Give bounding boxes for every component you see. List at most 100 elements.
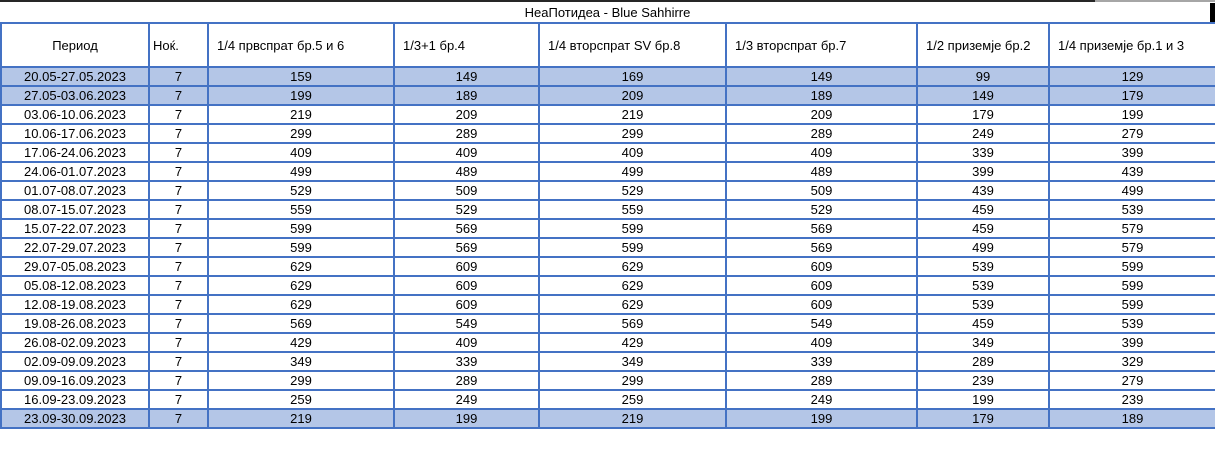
nights-cell[interactable]: 7 [148, 332, 209, 353]
price-cell[interactable]: 549 [725, 313, 918, 334]
price-cell[interactable]: 459 [916, 313, 1050, 334]
price-cell[interactable]: 239 [916, 370, 1050, 391]
period-cell[interactable]: 17.06-24.06.2023 [0, 142, 150, 163]
price-cell[interactable]: 569 [393, 218, 540, 239]
price-cell[interactable]: 199 [1048, 104, 1215, 125]
price-cell[interactable]: 179 [916, 408, 1050, 429]
nights-cell[interactable]: 7 [148, 313, 209, 334]
price-cell[interactable]: 259 [207, 389, 395, 410]
price-cell[interactable]: 299 [207, 123, 395, 144]
price-cell[interactable]: 539 [916, 294, 1050, 315]
price-cell[interactable]: 279 [1048, 370, 1215, 391]
period-cell[interactable]: 29.07-05.08.2023 [0, 256, 150, 277]
nights-cell[interactable]: 7 [148, 294, 209, 315]
nights-cell[interactable]: 7 [148, 161, 209, 182]
period-cell[interactable]: 05.08-12.08.2023 [0, 275, 150, 296]
price-cell[interactable]: 569 [207, 313, 395, 334]
price-cell[interactable]: 99 [916, 66, 1050, 87]
price-cell[interactable]: 339 [393, 351, 540, 372]
price-cell[interactable]: 509 [725, 180, 918, 201]
price-cell[interactable]: 399 [1048, 142, 1215, 163]
price-cell[interactable]: 339 [916, 142, 1050, 163]
period-cell[interactable]: 27.05-03.06.2023 [0, 85, 150, 106]
price-cell[interactable]: 609 [725, 275, 918, 296]
price-cell[interactable]: 169 [538, 66, 727, 87]
period-cell[interactable]: 26.08-02.09.2023 [0, 332, 150, 353]
price-cell[interactable]: 249 [393, 389, 540, 410]
price-cell[interactable]: 299 [538, 370, 727, 391]
price-cell[interactable]: 209 [725, 104, 918, 125]
period-cell[interactable]: 01.07-08.07.2023 [0, 180, 150, 201]
nights-cell[interactable]: 7 [148, 123, 209, 144]
price-cell[interactable]: 539 [1048, 199, 1215, 220]
price-cell[interactable]: 459 [916, 218, 1050, 239]
price-cell[interactable]: 289 [916, 351, 1050, 372]
price-cell[interactable]: 289 [725, 370, 918, 391]
price-cell[interactable]: 349 [538, 351, 727, 372]
price-cell[interactable]: 629 [207, 275, 395, 296]
price-cell[interactable]: 539 [1048, 313, 1215, 334]
price-cell[interactable]: 569 [725, 218, 918, 239]
price-cell[interactable]: 569 [538, 313, 727, 334]
period-cell[interactable]: 20.05-27.05.2023 [0, 66, 150, 87]
price-cell[interactable]: 409 [207, 142, 395, 163]
price-cell[interactable]: 599 [1048, 256, 1215, 277]
price-cell[interactable]: 219 [538, 104, 727, 125]
price-cell[interactable]: 609 [725, 256, 918, 277]
price-cell[interactable]: 189 [393, 85, 540, 106]
period-cell[interactable]: 12.08-19.08.2023 [0, 294, 150, 315]
price-cell[interactable]: 629 [538, 294, 727, 315]
price-cell[interactable]: 199 [207, 85, 395, 106]
price-cell[interactable]: 529 [538, 180, 727, 201]
price-cell[interactable]: 559 [207, 199, 395, 220]
price-cell[interactable]: 289 [393, 123, 540, 144]
price-cell[interactable]: 439 [916, 180, 1050, 201]
price-cell[interactable]: 349 [916, 332, 1050, 353]
price-cell[interactable]: 289 [393, 370, 540, 391]
nights-cell[interactable]: 7 [148, 370, 209, 391]
price-cell[interactable]: 629 [207, 294, 395, 315]
price-cell[interactable]: 609 [725, 294, 918, 315]
price-cell[interactable]: 629 [207, 256, 395, 277]
price-cell[interactable]: 399 [1048, 332, 1215, 353]
price-cell[interactable]: 149 [916, 85, 1050, 106]
period-cell[interactable]: 16.09-23.09.2023 [0, 389, 150, 410]
price-cell[interactable]: 439 [1048, 161, 1215, 182]
price-cell[interactable]: 159 [207, 66, 395, 87]
price-cell[interactable]: 429 [538, 332, 727, 353]
price-cell[interactable]: 249 [916, 123, 1050, 144]
price-cell[interactable]: 329 [1048, 351, 1215, 372]
nights-cell[interactable]: 7 [148, 199, 209, 220]
price-cell[interactable]: 429 [207, 332, 395, 353]
period-cell[interactable]: 09.09-16.09.2023 [0, 370, 150, 391]
price-cell[interactable]: 609 [393, 294, 540, 315]
price-cell[interactable]: 539 [916, 275, 1050, 296]
price-cell[interactable]: 209 [393, 104, 540, 125]
price-cell[interactable]: 539 [916, 256, 1050, 277]
header-period[interactable]: Период [0, 22, 150, 68]
price-cell[interactable]: 179 [916, 104, 1050, 125]
price-cell[interactable]: 569 [393, 237, 540, 258]
nights-cell[interactable]: 7 [148, 104, 209, 125]
period-cell[interactable]: 03.06-10.06.2023 [0, 104, 150, 125]
period-cell[interactable]: 10.06-17.06.2023 [0, 123, 150, 144]
price-cell[interactable]: 629 [538, 256, 727, 277]
price-cell[interactable]: 249 [725, 389, 918, 410]
price-cell[interactable]: 239 [1048, 389, 1215, 410]
price-cell[interactable]: 489 [725, 161, 918, 182]
header-apt-5-6[interactable]: 1/4 првспрат бр.5 и 6 [207, 22, 395, 68]
price-cell[interactable]: 209 [538, 85, 727, 106]
nights-cell[interactable]: 7 [148, 85, 209, 106]
price-cell[interactable]: 489 [393, 161, 540, 182]
price-cell[interactable]: 199 [916, 389, 1050, 410]
price-cell[interactable]: 339 [725, 351, 918, 372]
price-cell[interactable]: 219 [538, 408, 727, 429]
price-cell[interactable]: 409 [393, 142, 540, 163]
price-cell[interactable]: 549 [393, 313, 540, 334]
price-cell[interactable]: 199 [725, 408, 918, 429]
price-cell[interactable]: 189 [1048, 408, 1215, 429]
price-cell[interactable]: 409 [538, 142, 727, 163]
price-cell[interactable]: 409 [725, 142, 918, 163]
price-cell[interactable]: 259 [538, 389, 727, 410]
header-apt-8[interactable]: 1/4 вторспрат SV бр.8 [538, 22, 727, 68]
